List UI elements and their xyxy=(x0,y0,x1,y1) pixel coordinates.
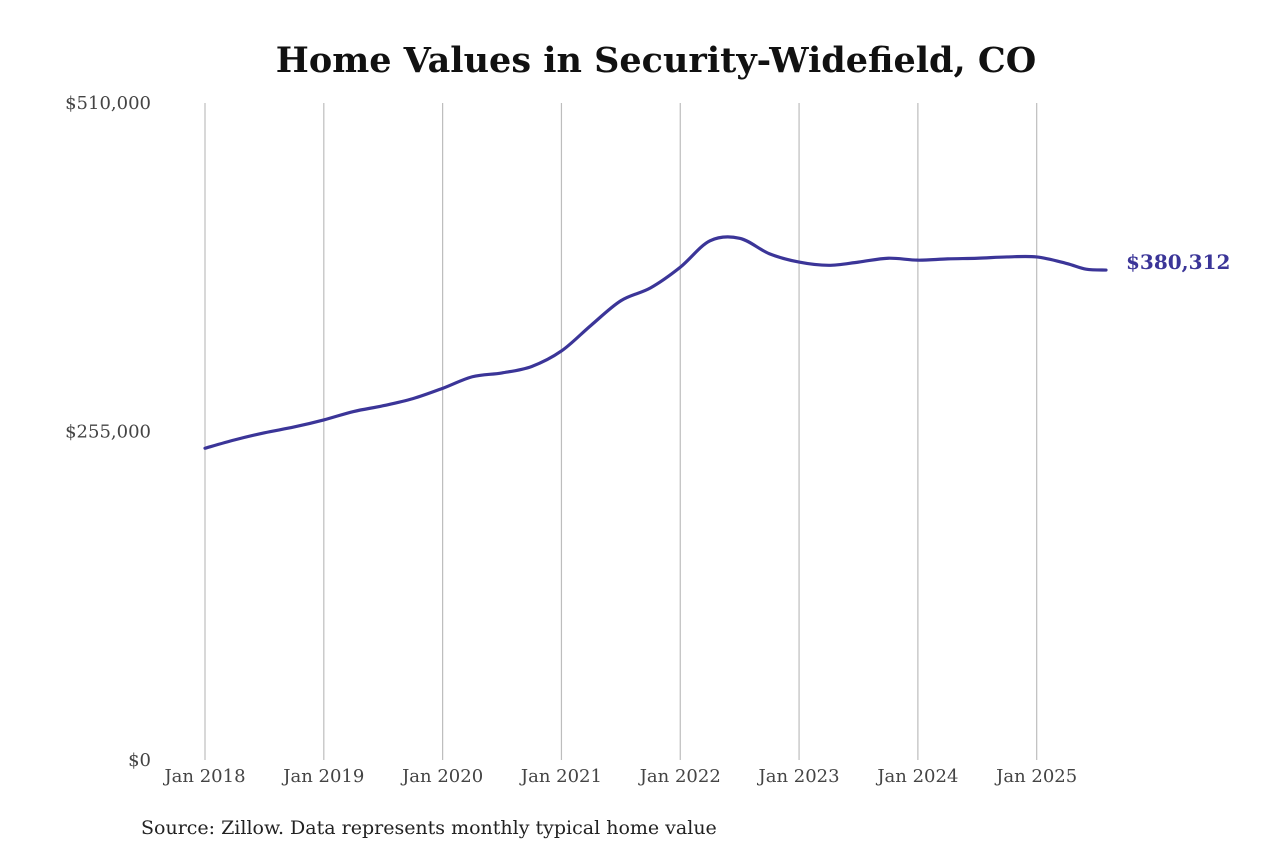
x-tick-label: Jan 2018 xyxy=(162,766,245,787)
x-tick-label: Jan 2025 xyxy=(994,766,1077,787)
series-layer: $380,312 xyxy=(203,235,1230,450)
x-tick-label: Jan 2019 xyxy=(281,766,364,787)
x-tick-label: Jan 2023 xyxy=(757,766,840,787)
chart-title: Home Values in Security-Widefield, CO xyxy=(276,40,1036,81)
source-note: Source: Zillow. Data represents monthly … xyxy=(141,817,717,839)
series-line xyxy=(203,235,1108,450)
x-tick-label: Jan 2024 xyxy=(875,766,958,787)
x-tick-label: Jan 2022 xyxy=(638,766,721,787)
end-value-label: $380,312 xyxy=(1126,250,1230,274)
x-tick-label: Jan 2020 xyxy=(400,766,483,787)
y-axis-ticks: $0 $255,000 $510,000 xyxy=(65,93,151,771)
y-tick-label: $510,000 xyxy=(65,93,151,114)
y-tick-label: $0 xyxy=(128,750,151,771)
x-tick-label: Jan 2021 xyxy=(519,766,602,787)
gridlines xyxy=(204,103,1038,760)
y-tick-label: $255,000 xyxy=(65,422,151,443)
x-axis-ticks: Jan 2018 Jan 2019 Jan 2020 Jan 2021 Jan 2022… xyxy=(162,766,1077,787)
